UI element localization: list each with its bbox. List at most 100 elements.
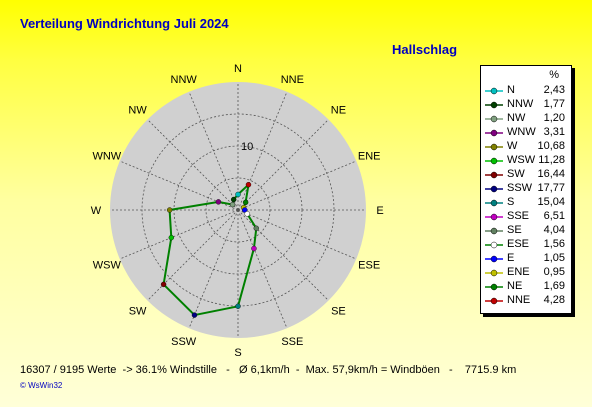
legend-marker	[485, 87, 503, 95]
data-point-nne	[245, 181, 252, 188]
direction-label-ssw: SSW	[171, 336, 197, 348]
legend-value: 15,04	[537, 196, 565, 208]
legend-marker	[485, 129, 503, 137]
legend-value: 1,20	[543, 112, 565, 124]
legend-item-s: S 15,04	[481, 196, 571, 210]
location-label: Hallschlag	[392, 42, 458, 57]
legend-item-w: W 10,68	[481, 140, 571, 154]
direction-label-nw: NW	[128, 105, 147, 117]
legend-marker	[485, 297, 503, 305]
legend-name: SSE	[507, 210, 530, 222]
grid-spoke	[237, 91, 288, 211]
data-point-ne	[242, 199, 249, 206]
legend-name: NW	[507, 112, 526, 124]
statistics-footer: 16307 / 9195 Werte -> 36.1% Windstille -…	[20, 364, 517, 376]
legend-item-sw: SW 16,44	[481, 168, 571, 182]
data-point-ssw	[191, 312, 198, 318]
legend-name: WNW	[507, 126, 536, 138]
chart-title: Verteilung Windrichtung Juli 2024	[20, 16, 229, 31]
legend-name: W	[507, 140, 518, 152]
legend-name: N	[507, 84, 515, 96]
legend-name: ENE	[507, 266, 530, 278]
legend-marker	[485, 283, 503, 291]
legend-item-nnw: NNW 1,77	[481, 98, 571, 112]
data-point-n	[235, 191, 241, 198]
grid-spoke	[188, 91, 239, 211]
legend: % N 2,43 NNW 1,77 NW 1,20 WNW 3,31 W 10,68 WSW 11,2…	[480, 65, 572, 314]
legend-item-wnw: WNW 3,31	[481, 126, 571, 140]
direction-label-ese: ESE	[358, 259, 380, 271]
legend-value: 1,69	[543, 280, 565, 292]
legend-name: SE	[507, 224, 522, 236]
legend-name: ESE	[507, 238, 530, 250]
direction-label-s: S	[234, 347, 241, 359]
direction-labels: N NNE NE ENE E ESE SE SSE S SSW SW WSW W WNW NW NNW	[91, 63, 384, 359]
direction-label-sse: SSE	[281, 336, 303, 348]
grid-spoke	[237, 209, 288, 329]
data-point-s	[235, 303, 241, 309]
legend-value: 4,04	[543, 224, 565, 236]
grid-spoke	[147, 209, 239, 301]
legend-marker	[485, 227, 503, 235]
legend-item-ssw: SSW 17,77	[481, 182, 571, 196]
direction-label-se: SE	[331, 305, 346, 317]
direction-label-nne: NNE	[281, 74, 304, 86]
legend-name: NNE	[507, 294, 531, 306]
direction-label-nnw: NNW	[171, 74, 198, 86]
legend-value: 16,44	[537, 168, 565, 180]
ring-label: 10	[241, 141, 253, 153]
legend-marker	[485, 255, 503, 263]
legend-value: 6,51	[543, 210, 565, 222]
legend-value: 0,95	[543, 266, 565, 278]
legend-marker	[485, 185, 503, 193]
legend-item-se: SE 4,04	[481, 224, 571, 238]
legend-value: 1,77	[543, 98, 565, 110]
legend-marker	[485, 269, 503, 277]
legend-marker	[485, 213, 503, 221]
direction-label-e: E	[376, 205, 383, 217]
data-point-e	[242, 207, 248, 213]
data-point-sw	[160, 281, 167, 288]
data-point-ese	[244, 211, 250, 217]
legend-name: WSW	[507, 154, 536, 166]
legend-item-ene: ENE 0,95	[481, 266, 571, 280]
legend-item-sse: SSE 6,51	[481, 210, 571, 224]
legend-item-e: E 1,05	[481, 252, 571, 266]
legend-item-nw: NW 1,20	[481, 112, 571, 126]
legend-marker	[485, 143, 503, 151]
data-point-wnw	[215, 199, 222, 205]
legend-item-wsw: WSW 11,28	[481, 154, 571, 168]
legend-item-nne: NNE 4,28	[481, 294, 571, 308]
direction-label-n: N	[234, 63, 242, 75]
legend-value: 1,56	[543, 238, 565, 250]
grid-spoke	[237, 209, 357, 260]
data-point-w	[166, 207, 173, 213]
software-credit: © WsWin32	[20, 381, 63, 390]
data-point-se	[253, 225, 259, 231]
legend-value: 2,43	[543, 84, 565, 96]
legend-item-ese: ESE 1,56	[481, 238, 571, 252]
legend-name: SSW	[507, 182, 533, 194]
legend-item-n: N 2,43	[481, 84, 571, 98]
legend-marker	[485, 199, 503, 207]
data-point-nw	[229, 201, 236, 208]
legend-value: 3,31	[543, 126, 565, 138]
data-point-wsw	[168, 234, 175, 241]
legend-value: 17,77	[537, 182, 565, 194]
legend-unit: %	[549, 69, 559, 81]
legend-name: E	[507, 252, 515, 264]
legend-item-ne: NE 1,69	[481, 280, 571, 294]
legend-value: 1,05	[543, 252, 565, 264]
direction-label-ene: ENE	[358, 151, 381, 163]
legend-value: 4,28	[543, 294, 565, 306]
legend-marker	[485, 101, 503, 109]
grid-spoke	[147, 119, 239, 211]
legend-marker	[485, 115, 503, 123]
data-point-sse	[251, 245, 257, 252]
grid-spoke	[237, 209, 329, 301]
series-points	[160, 181, 259, 318]
legend-name: NNW	[507, 98, 534, 110]
grid-spoke	[237, 160, 357, 211]
grid-spoke	[237, 119, 329, 211]
